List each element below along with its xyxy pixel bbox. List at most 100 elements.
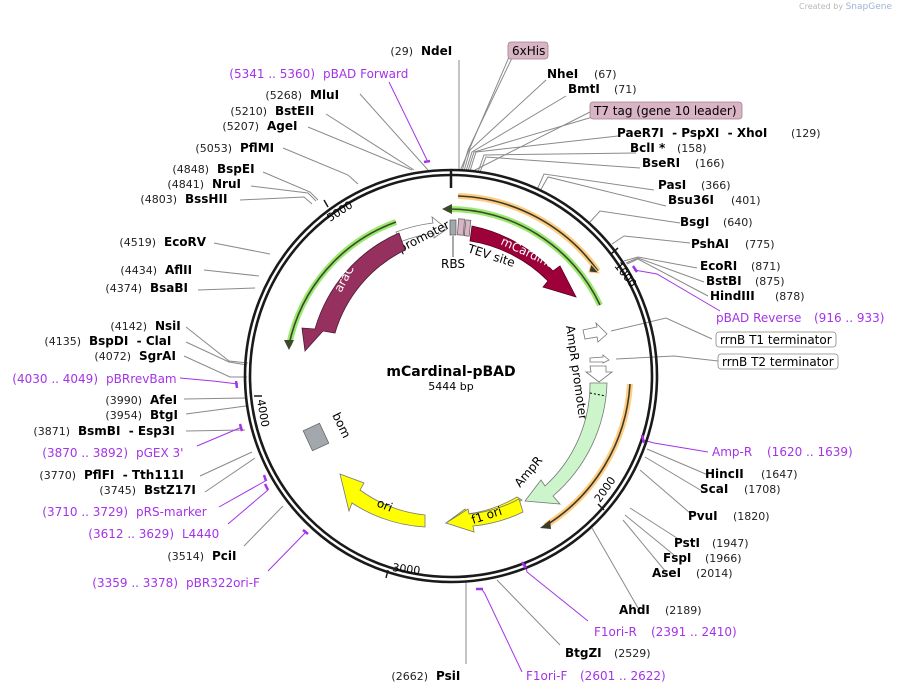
svg-text:(2189): (2189) <box>665 604 702 617</box>
svg-text:pBRrevBam: pBRrevBam <box>106 372 177 386</box>
svg-text:rrnB T1 terminator: rrnB T1 terminator <box>720 333 832 347</box>
svg-text:NdeI: NdeI <box>421 44 452 58</box>
svg-text:(4142): (4142) <box>110 320 147 333</box>
enzyme-BtgZI[interactable]: BtgZI (2529) <box>565 646 651 660</box>
enzyme-BssHII[interactable]: (4803) BssHII <box>140 192 227 206</box>
feature-ori[interactable] <box>339 473 426 528</box>
enzyme-FspI[interactable]: FspI (1966) <box>663 551 742 565</box>
enzyme-MluI[interactable]: (5268) MluI <box>265 88 339 102</box>
feature-RBS-box[interactable] <box>449 219 457 236</box>
enzyme-PstI[interactable]: PstI (1947) <box>674 536 749 550</box>
svg-text:(4434): (4434) <box>120 264 157 277</box>
enzyme-BspDI-ClaI[interactable]: (4135) BspDI - ClaI <box>44 334 171 348</box>
svg-text:(5053): (5053) <box>195 142 232 155</box>
svg-text:(1708): (1708) <box>744 483 781 496</box>
enzyme-AfeI[interactable]: (3990) AfeI <box>105 393 177 407</box>
enzyme-ScaI[interactable]: ScaI (1708) <box>700 482 781 496</box>
feature-mCardinal[interactable] <box>469 225 577 298</box>
enzyme-PshAI[interactable]: PshAI (775) <box>691 237 775 251</box>
enzyme-BseRI[interactable]: BseRI (166) <box>642 156 725 170</box>
primer-Amp-R[interactable]: Amp-R (1620 .. 1639) <box>712 445 853 459</box>
label-6xHis[interactable]: 6xHis <box>507 41 549 60</box>
feature-rrnB-T2[interactable] <box>589 354 610 364</box>
svg-text:BsaBI: BsaBI <box>150 281 188 295</box>
svg-text:(5341 .. 5360): (5341 .. 5360) <box>229 67 315 81</box>
enzyme-HincII[interactable]: HincII (1647) <box>705 467 798 481</box>
enzyme-BsmBI-Esp3I[interactable]: (3871) BsmBI - Esp3I <box>33 424 174 438</box>
feature-T7tag-box[interactable] <box>463 219 472 237</box>
enzyme-BstEII[interactable]: (5210) BstEII <box>230 104 314 118</box>
enzyme-AhdI[interactable]: AhdI (2189) <box>619 603 702 617</box>
enzyme-NheI[interactable]: NheI (67) <box>547 67 617 81</box>
svg-text:NheI: NheI <box>547 67 578 81</box>
enzyme-BstBI[interactable]: BstBI (875) <box>706 274 785 288</box>
feature-bom[interactable] <box>302 422 330 452</box>
enzyme-HindIII[interactable]: HindIII (878) <box>710 289 805 303</box>
svg-text:(3359 .. 3378): (3359 .. 3378) <box>92 576 178 590</box>
svg-text:(1820): (1820) <box>733 510 770 523</box>
svg-text:(640): (640) <box>723 216 753 229</box>
enzyme-BsaBI[interactable]: (4374) BsaBI <box>105 281 188 295</box>
enzyme-AseI[interactable]: AseI (2014) <box>652 566 733 580</box>
enzyme-PasI[interactable]: PasI (366) <box>658 178 731 192</box>
label-T7-tag[interactable]: T7 tag (gene 10 leader) <box>589 101 743 120</box>
svg-text:BclI *: BclI * <box>630 141 666 155</box>
feature-6xHis-box[interactable] <box>457 218 465 236</box>
svg-text:(401): (401) <box>731 194 761 207</box>
svg-text:(2662): (2662) <box>391 670 428 683</box>
svg-text:Bsu36I: Bsu36I <box>668 193 714 207</box>
svg-text:(2529): (2529) <box>614 647 651 660</box>
svg-text:EcoRV: EcoRV <box>164 235 207 249</box>
feature-araBAD-promoter[interactable] <box>395 216 448 243</box>
enzyme-SgrAI[interactable]: (4072) SgrAI <box>94 349 175 363</box>
svg-text:(3770): (3770) <box>39 469 76 482</box>
enzyme-Bsu36I[interactable]: Bsu36I (401) <box>668 193 761 207</box>
primer-F1ori-F[interactable]: F1ori-F (2601 .. 2622) <box>526 669 666 683</box>
feature-label-RBS: RBS <box>441 257 465 271</box>
primer-pBAD-Reverse[interactable]: pBAD Reverse (916 .. 933) <box>716 311 884 325</box>
label-rrnB-T1[interactable]: rrnB T1 terminator <box>715 331 837 348</box>
enzyme-PflMI[interactable]: (5053) PflMI <box>195 141 274 155</box>
enzyme-BstZ17I[interactable]: (3745) BstZ17I <box>99 483 195 497</box>
enzyme-NruI[interactable]: (4841) NruI <box>167 177 241 191</box>
svg-text:(871): (871) <box>751 260 781 273</box>
enzyme-EcoRV[interactable]: (4519) EcoRV <box>119 235 206 249</box>
feature-AmpR[interactable] <box>524 382 608 505</box>
enzyme-PaeR7I-PspXI-XhoI[interactable]: PaeR7I - PspXI - XhoI (129) <box>617 126 821 140</box>
feature-rrnB-T1[interactable] <box>582 321 608 343</box>
enzyme-BspEI[interactable]: (4848) BspEI <box>172 162 254 176</box>
enzyme-NdeI[interactable]: (29) NdeI <box>390 44 452 58</box>
label-rrnB-T2[interactable]: rrnB T2 terminator <box>717 353 839 370</box>
enzyme-NsiI[interactable]: (4142) NsiI <box>110 319 180 333</box>
primer-pRS-marker[interactable]: (3710 .. 3729) pRS-marker <box>42 505 206 519</box>
svg-text:BssHII: BssHII <box>185 192 227 206</box>
svg-text:FspI: FspI <box>663 551 691 565</box>
primer-pBRrevBam[interactable]: (4030 .. 4049) pBRrevBam <box>12 372 176 386</box>
svg-text:F1ori-F: F1ori-F <box>526 669 567 683</box>
enzyme-BsgI[interactable]: BsgI (640) <box>680 215 753 229</box>
enzyme-PflFI-Tth111I[interactable]: (3770) PflFI - Tth111I <box>39 468 183 482</box>
feature-AmpR-promoter-arrow[interactable] <box>584 365 614 383</box>
svg-text:L4440: L4440 <box>182 527 219 541</box>
enzyme-BtgI[interactable]: (3954) BtgI <box>105 408 178 422</box>
primer-L4440[interactable]: (3612 .. 3629) L4440 <box>88 527 219 541</box>
enzyme-PsiI[interactable]: (2662) PsiI <box>391 669 460 683</box>
primer-pGEX-3[interactable]: (3870 .. 3892) pGEX 3' <box>42 446 183 460</box>
svg-text:(775): (775) <box>745 238 775 251</box>
svg-text:BspDI - ClaI: BspDI - ClaI <box>89 334 171 348</box>
enzyme-PciI[interactable]: (3514) PciI <box>167 549 236 563</box>
primer-pBR322ori-F[interactable]: (3359 .. 3378) pBR322ori-F <box>92 576 260 590</box>
svg-text:AhdI: AhdI <box>619 603 650 617</box>
enzyme-BmtI[interactable]: BmtI (71) <box>568 82 637 96</box>
primer-F1ori-R[interactable]: F1ori-R (2391 .. 2410) <box>594 625 737 639</box>
enzyme-EcoRI[interactable]: EcoRI (871) <box>700 259 781 273</box>
feature-araC[interactable] <box>301 232 406 352</box>
enzyme-PvuI[interactable]: PvuI (1820) <box>688 509 770 523</box>
svg-text:(5210): (5210) <box>230 105 267 118</box>
svg-text:(3514): (3514) <box>167 550 204 563</box>
primer-pBAD-Forward[interactable]: (5341 .. 5360) pBAD Forward <box>229 67 408 81</box>
enzyme-AgeI[interactable]: (5207) AgeI <box>222 119 297 133</box>
enzyme-AflIII[interactable]: (4434) AflII <box>120 263 192 277</box>
enzyme-BclI[interactable]: BclI * (158) <box>630 141 707 155</box>
svg-text:PflFI - Tth111I: PflFI - Tth111I <box>84 468 184 482</box>
